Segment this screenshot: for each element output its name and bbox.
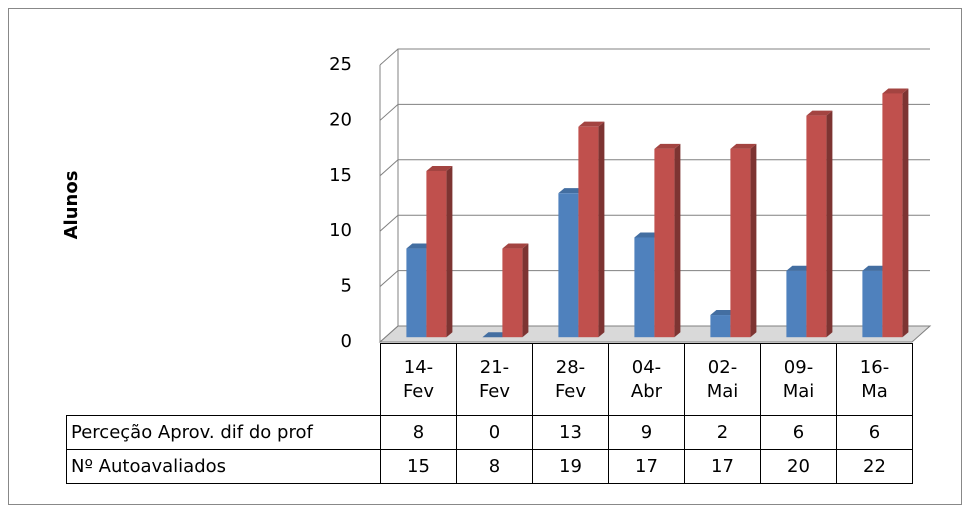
y-tick-label: 5: [341, 276, 352, 297]
bar-top: [426, 166, 453, 171]
bar-top: [406, 243, 433, 249]
bar-top: [730, 143, 757, 149]
y-tick-label: 20: [329, 109, 352, 130]
x-tick-label: 16- Ma: [836, 343, 913, 416]
bar-top: [862, 265, 889, 271]
bar: [710, 315, 731, 338]
y-tick-label: 0: [341, 331, 352, 352]
bar: [806, 115, 827, 338]
x-tick-label: 04- Abr: [608, 343, 685, 416]
x-tick-label: 02- Mai: [684, 343, 761, 416]
bar-side: [598, 121, 605, 338]
grid-line: [379, 103, 930, 121]
x-tick-label: 28- Fev: [532, 343, 609, 416]
bar-top: [654, 143, 681, 149]
bar-top: [806, 110, 833, 116]
bar-top: [882, 88, 909, 94]
bar-side: [522, 243, 529, 338]
bar-top: [502, 243, 529, 249]
x-tick-label: 21- Fev: [456, 343, 533, 416]
data-label: 9: [608, 415, 685, 450]
y-tick-label: 15: [329, 165, 352, 186]
grid-line: [379, 48, 930, 66]
bar-top: [786, 265, 813, 271]
bar: [882, 93, 903, 338]
series-label: Perceção Aprov. dif do prof: [66, 415, 381, 450]
bar: [786, 270, 807, 338]
data-label: 22: [836, 449, 913, 484]
bar: [426, 171, 447, 338]
data-label: 0: [456, 415, 533, 450]
data-label: 8: [380, 415, 457, 450]
bar-side: [826, 110, 833, 338]
bar: [862, 270, 883, 338]
bar: [578, 126, 599, 338]
y-axis-title: Alunos: [61, 171, 82, 240]
bar-side: [446, 166, 453, 338]
bar-top: [634, 232, 661, 238]
data-label: 17: [684, 449, 761, 484]
bar-top: [558, 188, 585, 194]
data-label: 2: [684, 415, 761, 450]
bar-side: [902, 88, 909, 338]
data-label: 6: [836, 415, 913, 450]
bar: [558, 193, 579, 338]
x-tick-label: 09- Mai: [760, 343, 837, 416]
data-label: 20: [760, 449, 837, 484]
bar: [730, 148, 751, 338]
data-label: 13: [532, 415, 609, 450]
bar: [406, 248, 427, 338]
data-label: 6: [760, 415, 837, 450]
bar-top: [578, 121, 605, 127]
bar-side: [674, 143, 681, 338]
bar-top: [482, 332, 509, 338]
bar-top: [710, 310, 737, 316]
data-label: 8: [456, 449, 533, 484]
chart-border: [8, 8, 962, 505]
data-label: 17: [608, 449, 685, 484]
x-tick-label: 14- Fev: [380, 343, 457, 416]
y-tick-label: 10: [329, 220, 352, 241]
bar-side: [750, 143, 757, 338]
bar: [654, 148, 675, 338]
y-tick-label: 25: [329, 54, 352, 75]
bar: [502, 248, 523, 338]
series-label: Nº Autoavaliados: [66, 449, 381, 484]
bar: [634, 237, 655, 338]
data-label: 15: [380, 449, 457, 484]
data-label: 19: [532, 449, 609, 484]
